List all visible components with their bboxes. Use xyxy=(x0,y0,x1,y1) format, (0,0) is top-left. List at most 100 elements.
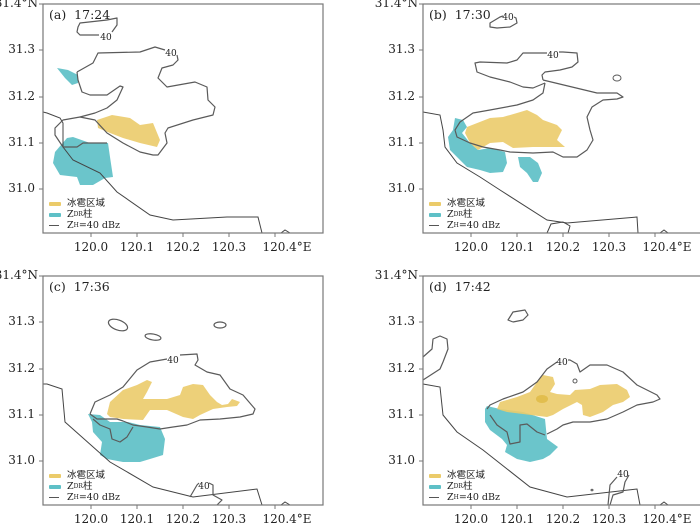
contour-swatch xyxy=(429,497,439,498)
zdr-swatch xyxy=(429,484,441,489)
legend-item-zh: Z H =40 dBz xyxy=(49,492,120,503)
legend-item-hail: 冰雹区域 xyxy=(429,470,500,481)
zh-40dbz-contour xyxy=(607,474,630,506)
legend-label: 柱 xyxy=(462,209,473,220)
panel-title: (d) 17:42 xyxy=(429,279,491,294)
legend-item-zdr: Z DR 柱 xyxy=(49,209,120,220)
map-canvas: 40 40 xyxy=(39,275,324,509)
contour-label: 40 xyxy=(547,51,559,61)
panel-time: 17:24 xyxy=(74,7,111,22)
legend-subscript: DR xyxy=(453,211,463,218)
coastline xyxy=(280,501,291,506)
legend-label: Z xyxy=(67,481,74,492)
contour-label: 40 xyxy=(198,482,210,492)
zh-40dbz-contour xyxy=(612,74,622,82)
legend-item-zdr: Z DR 柱 xyxy=(429,481,500,492)
zh-40dbz-contour xyxy=(144,333,162,341)
contour-swatch xyxy=(49,225,59,226)
coastline xyxy=(546,221,571,234)
y-tick-label: 31.3 xyxy=(388,42,415,56)
legend-label: Z xyxy=(447,209,454,220)
x-tick-label: 120.4°E xyxy=(642,240,692,254)
y-tick-label: 31.1 xyxy=(388,407,415,421)
panel-title: (a) 17:24 xyxy=(49,7,110,22)
x-tick-label: 120.0 xyxy=(453,512,489,526)
hail-swatch xyxy=(429,473,441,478)
y-tick-label: 31.3 xyxy=(8,314,35,328)
zh-40dbz-contour xyxy=(507,309,529,323)
legend-item-zdr: Z DR 柱 xyxy=(49,481,120,492)
contour-label: 40 xyxy=(165,49,177,59)
zdr-swatch xyxy=(49,484,61,489)
contour-label: 40 xyxy=(502,13,514,23)
legend-subscript: H xyxy=(73,494,79,501)
zdr-column-area xyxy=(448,118,507,173)
coastline xyxy=(43,383,263,506)
x-tick-label: 120.0 xyxy=(73,240,109,254)
legend-subscript: DR xyxy=(453,483,463,490)
coastline xyxy=(280,229,291,234)
coastline xyxy=(42,111,263,234)
legend-subscript: DR xyxy=(73,211,83,218)
zh-40dbz-contour xyxy=(107,318,129,332)
map-panel-c: 40 40 (c) 17:36 冰雹区域 Z DR 柱 Z H =40 dBz xyxy=(39,275,324,509)
zh-40dbz-contour xyxy=(486,359,661,435)
y-tick-label: 31.0 xyxy=(388,181,415,195)
hail-swatch xyxy=(429,201,441,206)
y-tick-label: 31.0 xyxy=(8,181,35,195)
legend-subscript: DR xyxy=(73,483,83,490)
coastline xyxy=(659,501,669,506)
legend-label: =40 dBz xyxy=(78,220,120,231)
legend-item-zh: Z H =40 dBz xyxy=(429,492,500,503)
zh-40dbz-contour xyxy=(76,71,124,118)
x-tick-label: 120.1 xyxy=(119,240,155,254)
zh-40dbz-contour xyxy=(454,79,624,158)
legend-label: Z xyxy=(67,209,74,220)
legend: 冰雹区域 Z DR 柱 Z H =40 dBz xyxy=(49,198,120,231)
legend-item-zdr: Z DR 柱 xyxy=(429,209,500,220)
panel-time: 17:30 xyxy=(454,7,491,22)
zh-40dbz-contour xyxy=(572,378,578,384)
zh-40dbz-contour xyxy=(92,418,134,443)
x-tick-label: 120.2 xyxy=(165,512,201,526)
map-panel-b: 40 40 (b) 17:30 冰雹区域 Z DR 柱 Z H =40 dBz xyxy=(419,3,700,237)
y-tick-label: 31.1 xyxy=(8,407,35,421)
map-canvas: 40 40 xyxy=(419,3,700,237)
panel-title: (b) 17:30 xyxy=(429,7,491,22)
zh-40dbz-contour xyxy=(213,321,227,329)
map-canvas: 40 40 xyxy=(39,3,324,237)
legend-label: Z xyxy=(67,220,74,231)
panel-time: 17:42 xyxy=(454,279,491,294)
legend-label: 冰雹区域 xyxy=(67,470,106,481)
zh-40dbz-contour xyxy=(89,353,256,430)
panel-letter: (d) xyxy=(429,279,447,294)
legend-label: 冰雹区域 xyxy=(447,198,486,209)
y-tick-label: 31.4°N xyxy=(0,0,38,10)
y-tick-label: 31.3 xyxy=(8,42,35,56)
legend-subscript: H xyxy=(453,222,459,229)
legend-item-hail: 冰雹区域 xyxy=(49,470,120,481)
panel-letter: (b) xyxy=(429,7,447,22)
zh-40dbz-contour xyxy=(76,17,118,36)
x-tick-label: 120.4°E xyxy=(262,240,312,254)
x-tick-label: 120.1 xyxy=(119,512,155,526)
coastline xyxy=(659,229,669,234)
coastline xyxy=(422,111,639,234)
x-tick-label: 120.2 xyxy=(545,240,581,254)
hail-area xyxy=(97,115,160,147)
y-tick-label: 31.2 xyxy=(8,89,35,103)
panel-letter: (c) xyxy=(49,279,66,294)
legend-label: 冰雹区域 xyxy=(447,470,486,481)
x-tick-label: 120.0 xyxy=(73,512,109,526)
zdr-swatch xyxy=(429,212,441,217)
zdr-column-area xyxy=(518,157,542,182)
y-tick-label: 31.1 xyxy=(8,135,35,149)
y-tick-label: 31.4°N xyxy=(374,268,418,282)
hail-swatch xyxy=(49,473,61,478)
hail-area xyxy=(107,380,240,420)
contour-label: 40 xyxy=(167,356,179,366)
legend-label: 柱 xyxy=(82,209,93,220)
map-panel-d: 40 40 (d) 17:42 冰雹区域 Z DR 柱 Z H =40 dBz xyxy=(419,275,700,509)
legend-label: 柱 xyxy=(462,481,473,492)
legend-item-zh: Z H =40 dBz xyxy=(429,220,500,231)
